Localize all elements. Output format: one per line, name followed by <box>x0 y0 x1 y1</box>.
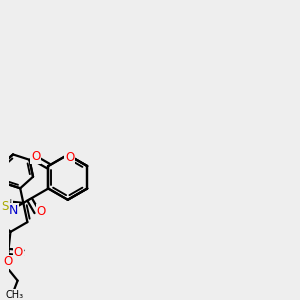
Text: S: S <box>2 200 9 213</box>
Text: O: O <box>37 205 46 218</box>
Text: O: O <box>65 151 74 164</box>
Text: O: O <box>31 150 40 163</box>
Text: O: O <box>3 256 12 268</box>
Text: O: O <box>14 247 23 260</box>
Text: CH₃: CH₃ <box>5 290 23 300</box>
Text: H: H <box>4 199 12 209</box>
Text: N: N <box>9 204 18 217</box>
